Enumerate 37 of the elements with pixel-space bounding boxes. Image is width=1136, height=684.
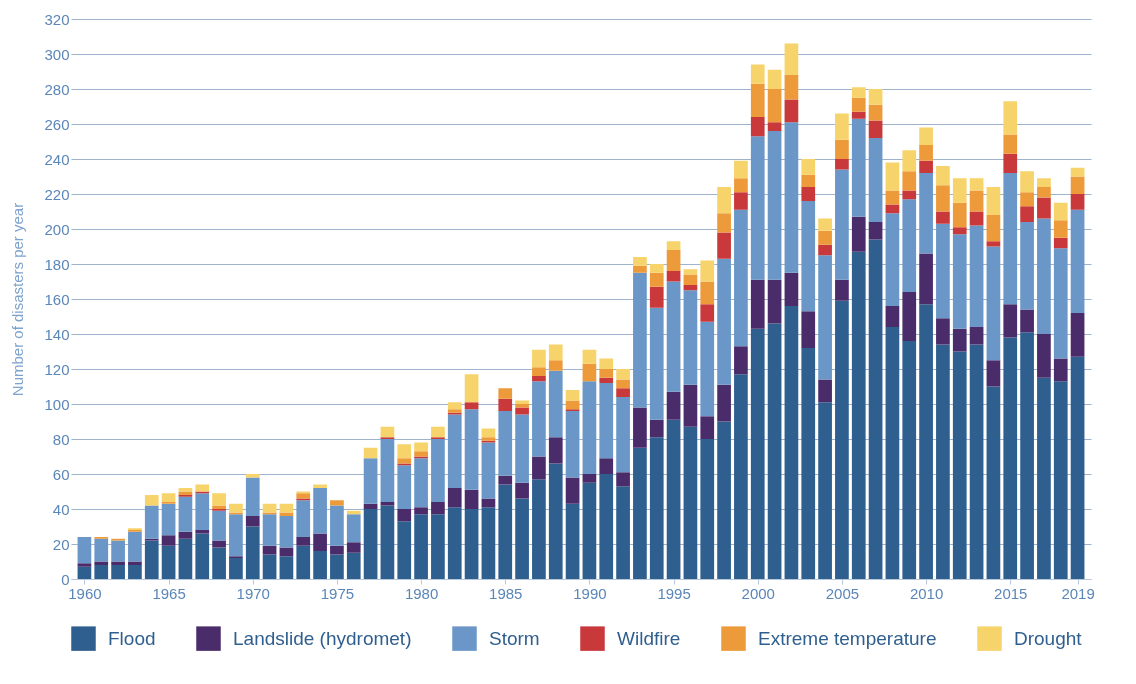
legend-label: Wildfire [617, 627, 681, 649]
x-tick-label: 2000 [741, 584, 775, 602]
y-tick-label: 80 [52, 430, 70, 448]
y-tick-label: 220 [44, 185, 70, 203]
y-tick-label: 280 [44, 80, 70, 98]
legend-label: Landslide (hydromet) [233, 627, 412, 649]
x-tick-label: 2019 [1061, 584, 1095, 602]
y-tick-label: 60 [52, 465, 70, 483]
x-tick-label: 1970 [236, 584, 270, 602]
y-tick-label: 260 [44, 115, 70, 133]
y-tick-label: 160 [44, 290, 70, 308]
x-tick-label: 1980 [404, 584, 439, 602]
y-tick-label: 200 [44, 220, 70, 238]
x-tick-label: 1995 [657, 584, 691, 602]
legend-label: Flood [108, 627, 156, 649]
x-tick-label: 2005 [825, 584, 860, 602]
y-tick-label: 40 [52, 500, 70, 518]
y-tick-label: 300 [44, 45, 70, 63]
y-tick-label: 100 [44, 395, 70, 413]
legend-label: Storm [489, 627, 540, 649]
x-tick-label: 2010 [909, 584, 944, 602]
y-tick-label: 240 [44, 150, 70, 168]
legend-label: Extreme temperature [758, 627, 937, 649]
legend-label: Drought [1014, 627, 1083, 649]
y-tick-label: 120 [44, 360, 70, 378]
x-tick-label: 1990 [573, 584, 607, 602]
x-tick-label: 1975 [320, 584, 355, 602]
y-tick-label: 20 [52, 535, 70, 553]
y-tick-label: 140 [44, 325, 70, 343]
y-tick-label: 0 [61, 570, 70, 588]
y-axis-title: Number of disasters per year [9, 202, 27, 397]
x-tick-label: 1960 [68, 584, 102, 602]
y-tick-label: 320 [44, 10, 70, 28]
x-tick-label: 1985 [489, 584, 523, 602]
y-tick-label: 180 [44, 255, 70, 273]
x-tick-label: 2015 [994, 584, 1028, 602]
x-tick-label: 1965 [152, 584, 186, 602]
